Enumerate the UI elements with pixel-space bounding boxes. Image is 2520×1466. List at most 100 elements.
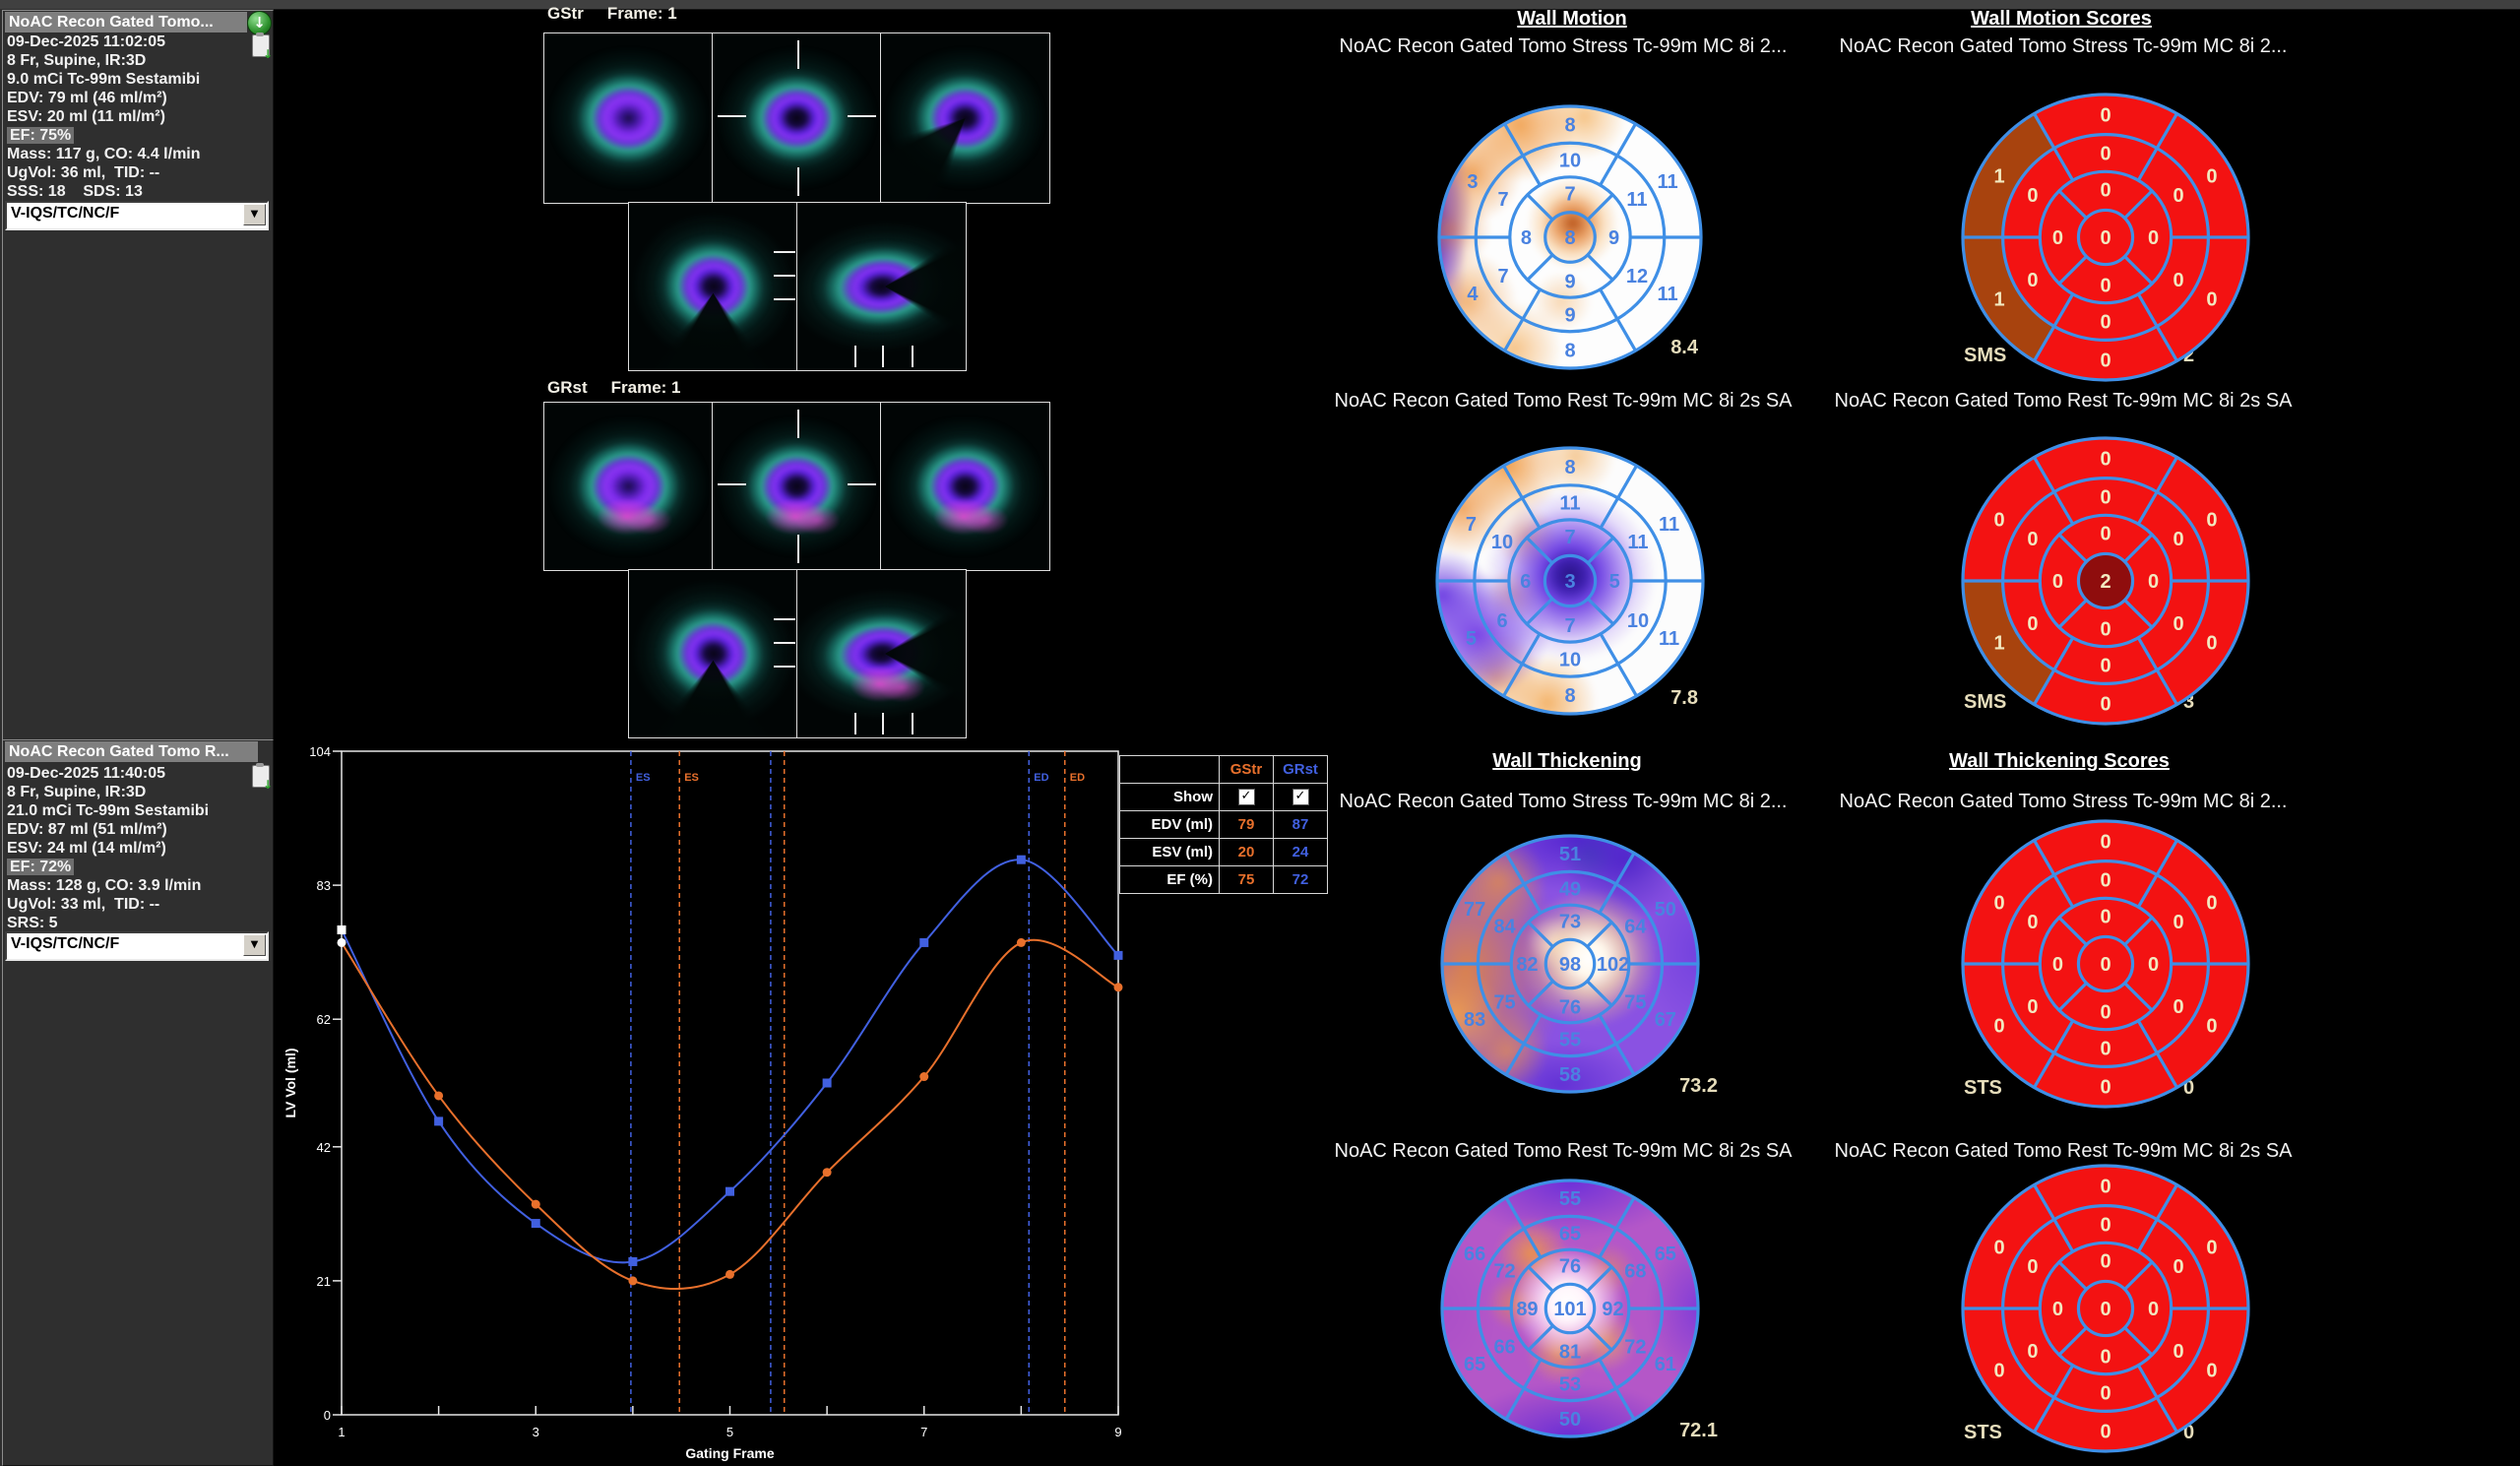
svg-text:65: 65 xyxy=(1559,1223,1581,1244)
wt-stress-subtitle: NoAC Recon Gated Tomo Stress Tc-99m MC 8… xyxy=(1339,791,1788,812)
spect-slice-grst-hla[interactable] xyxy=(796,569,967,738)
study-title-stress[interactable]: NoAC Recon Gated Tomo... xyxy=(5,12,247,32)
svg-text:66: 66 xyxy=(1493,1336,1515,1358)
ef-label: EF (%) xyxy=(1119,865,1220,894)
svg-text:0: 0 xyxy=(2027,1256,2038,1278)
sms-label: SMS xyxy=(1964,691,2007,713)
spect-slice-grst-sa1[interactable] xyxy=(543,402,714,571)
sts-label: STS xyxy=(1964,1422,2002,1443)
polar-map-wm-rest: 8 11 11 8 5 7 11 11 10 10 6 10 7 5 7 6 3 xyxy=(1434,445,1706,717)
svg-text:4: 4 xyxy=(1467,284,1479,305)
svg-text:0: 0 xyxy=(2100,486,2110,508)
svg-text:0: 0 xyxy=(2100,312,2110,334)
svg-text:5: 5 xyxy=(1609,571,1620,593)
study-edv: EDV: 87 ml (51 ml/m²) xyxy=(7,821,167,838)
spect-slice-gstr-sa3[interactable] xyxy=(880,32,1050,204)
svg-text:0: 0 xyxy=(2100,694,2110,716)
svg-text:0: 0 xyxy=(2148,954,2159,976)
svg-text:0: 0 xyxy=(2100,1422,2110,1443)
spect-slice-gstr-sa1[interactable] xyxy=(543,32,714,204)
svg-text:0: 0 xyxy=(2100,448,2110,470)
polar-map-image xyxy=(1441,835,1699,1093)
show-grst-checkbox[interactable] xyxy=(1292,789,1309,806)
svg-text:55: 55 xyxy=(1559,1188,1581,1210)
svg-text:64: 64 xyxy=(1624,917,1647,938)
svg-text:9: 9 xyxy=(1564,272,1575,293)
spect-slice-gstr-hla[interactable] xyxy=(796,202,967,371)
svg-text:0: 0 xyxy=(2100,1039,2110,1060)
svg-text:83: 83 xyxy=(1464,1009,1485,1031)
svg-text:98: 98 xyxy=(1559,954,1581,976)
crosshair-tick xyxy=(796,166,799,197)
svg-text:76: 76 xyxy=(1559,997,1581,1019)
window-top-bar xyxy=(0,0,2520,10)
dropdown-arrow-icon[interactable]: ▼ xyxy=(243,934,266,956)
edv-label: EDV (ml) xyxy=(1119,810,1220,839)
spect-slice-gstr-vla[interactable] xyxy=(628,202,798,371)
gstr-frame-label: GStr Frame: 1 xyxy=(547,4,677,23)
svg-text:0: 0 xyxy=(2148,571,2159,593)
spect-slice-grst-vla[interactable] xyxy=(628,569,798,738)
svg-text:65: 65 xyxy=(1655,1243,1676,1265)
svg-text:0: 0 xyxy=(2206,1015,2217,1037)
polar-map-wm-stress: 8 11 11 8 4 3 10 11 12 9 7 7 7 9 9 8 8 xyxy=(1436,103,1704,371)
svg-text:0: 0 xyxy=(2148,1299,2159,1320)
svg-text:65: 65 xyxy=(1464,1354,1485,1375)
dropdown-arrow-icon[interactable]: ▼ xyxy=(243,204,266,225)
study-datetime: 09-Dec-2025 11:02:05 xyxy=(7,33,166,50)
report-clipboard-icon[interactable] xyxy=(252,32,273,61)
svg-text:0: 0 xyxy=(2052,227,2063,249)
svg-text:9: 9 xyxy=(1114,1425,1121,1439)
spect-slice-gstr-sa2[interactable] xyxy=(712,32,882,204)
svg-text:7: 7 xyxy=(920,1425,927,1439)
report-clipboard-icon[interactable] xyxy=(252,763,273,792)
svg-text:7: 7 xyxy=(1497,189,1508,211)
filter-dropdown-stress[interactable]: V-IQS/TC/NC/F ▼ xyxy=(5,201,269,230)
slice-tick xyxy=(912,345,914,367)
table-corner-cell xyxy=(1119,755,1220,784)
show-gstr-cell xyxy=(1219,783,1274,811)
filter-dropdown-rest[interactable]: V-IQS/TC/NC/F ▼ xyxy=(5,931,269,961)
svg-text:7: 7 xyxy=(1564,183,1575,205)
svg-text:0: 0 xyxy=(2148,227,2159,249)
slice-tick xyxy=(774,618,796,621)
study-panel-rest xyxy=(2,739,274,1466)
slice-tick xyxy=(774,297,796,300)
svg-text:0: 0 xyxy=(2100,869,2110,891)
filter-dropdown-value: V-IQS/TC/NC/F xyxy=(11,205,120,222)
svg-text:0: 0 xyxy=(2100,1214,2110,1236)
svg-text:11: 11 xyxy=(1626,189,1647,211)
svg-text:72: 72 xyxy=(1493,1261,1515,1283)
show-gstr-checkbox[interactable] xyxy=(1237,789,1255,806)
svg-text:0: 0 xyxy=(2027,613,2038,635)
svg-text:0: 0 xyxy=(1993,1238,2004,1259)
study-title-rest[interactable]: NoAC Recon Gated Tomo R... xyxy=(5,741,258,762)
svg-text:81: 81 xyxy=(1559,1342,1581,1364)
svg-text:102: 102 xyxy=(1597,954,1629,976)
show-grst-cell xyxy=(1273,783,1328,811)
study-acquisition: 8 Fr, Supine, IR:3D xyxy=(7,784,147,800)
svg-text:10: 10 xyxy=(1559,650,1581,671)
table-row: EDV (ml) 79 87 xyxy=(1119,810,1328,839)
svg-text:76: 76 xyxy=(1559,1255,1581,1277)
load-study-icon[interactable]: ↓ xyxy=(247,11,272,35)
spect-slice-grst-sa3[interactable] xyxy=(880,402,1050,571)
study-datetime: 09-Dec-2025 11:40:05 xyxy=(7,765,166,782)
ef-gstr-value: 75 xyxy=(1219,865,1274,894)
sts-rest-value: 0 xyxy=(2183,1422,2195,1443)
study-dose: 9.0 mCi Tc-99m Sestamibi xyxy=(7,71,201,88)
table-header-grst: GRst xyxy=(1273,755,1328,784)
esv-label: ESV (ml) xyxy=(1119,838,1220,866)
study-scores: SSS: 18 SDS: 13 xyxy=(7,183,143,200)
sts-stress-value: 0 xyxy=(2183,1077,2195,1099)
wt-stress-mean-value: 73.2 xyxy=(1679,1075,1718,1097)
spect-slice-grst-sa2[interactable] xyxy=(712,402,882,571)
svg-text:61: 61 xyxy=(1655,1354,1676,1375)
svg-text:50: 50 xyxy=(1655,899,1676,921)
svg-text:0: 0 xyxy=(2206,288,2217,310)
svg-text:0: 0 xyxy=(2206,893,2217,915)
svg-text:0: 0 xyxy=(2100,104,2110,126)
svg-text:82: 82 xyxy=(1516,954,1538,976)
study-ugvol-tid: UgVol: 36 ml, TID: -- xyxy=(7,164,160,181)
